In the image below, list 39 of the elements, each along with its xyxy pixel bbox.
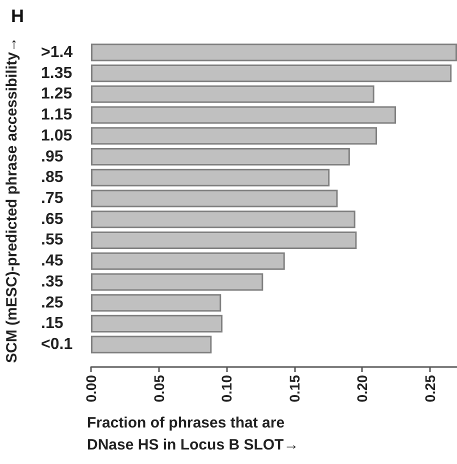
y-tick-label: .35 <box>41 273 64 290</box>
y-axis-title: SCM (mESC)-predicted phrase accessibility→ <box>4 37 20 363</box>
bar <box>91 190 338 208</box>
y-tick-label: 1.05 <box>41 127 72 144</box>
y-tick-label: 1.35 <box>41 64 72 82</box>
y-tick-label: .65 <box>41 210 64 228</box>
bar <box>91 273 264 291</box>
y-tick-label: .75 <box>41 190 64 207</box>
y-tick-label: >1.4 <box>41 44 73 61</box>
y-tick-label: .95 <box>41 148 64 166</box>
y-tick-label: .25 <box>41 294 64 312</box>
bar <box>91 231 357 249</box>
y-tick-label: 1.25 <box>41 86 72 103</box>
bar <box>91 314 222 332</box>
x-tick-label: 0.25 <box>422 374 438 402</box>
y-tick-label: .85 <box>41 169 64 186</box>
x-tick-label: 0.15 <box>286 374 302 402</box>
x-axis-title: Fraction of phrases that are DNase HS in Locus B SLOT→ <box>87 414 299 454</box>
bar <box>91 252 285 270</box>
bar <box>91 64 452 82</box>
y-tick-label: .55 <box>41 232 64 249</box>
y-tick-label: <0.1 <box>41 336 73 354</box>
y-tick-label: .15 <box>41 315 64 332</box>
bar <box>91 127 378 145</box>
y-tick-label: 1.15 <box>41 106 72 124</box>
chart-title: H <box>11 6 24 26</box>
bar <box>91 106 396 124</box>
x-tick-label: 0.05 <box>150 374 167 402</box>
bar <box>91 85 374 103</box>
bar <box>91 294 222 312</box>
bar <box>91 44 457 62</box>
bar <box>91 336 212 354</box>
x-tick-label: 0.10 <box>218 374 235 402</box>
y-tick-label: .45 <box>41 252 64 270</box>
bar <box>91 210 356 228</box>
bar <box>91 168 330 186</box>
x-tick-label: 0.00 <box>83 374 99 402</box>
bar <box>91 148 350 166</box>
x-tick-label: 0.20 <box>354 374 370 402</box>
